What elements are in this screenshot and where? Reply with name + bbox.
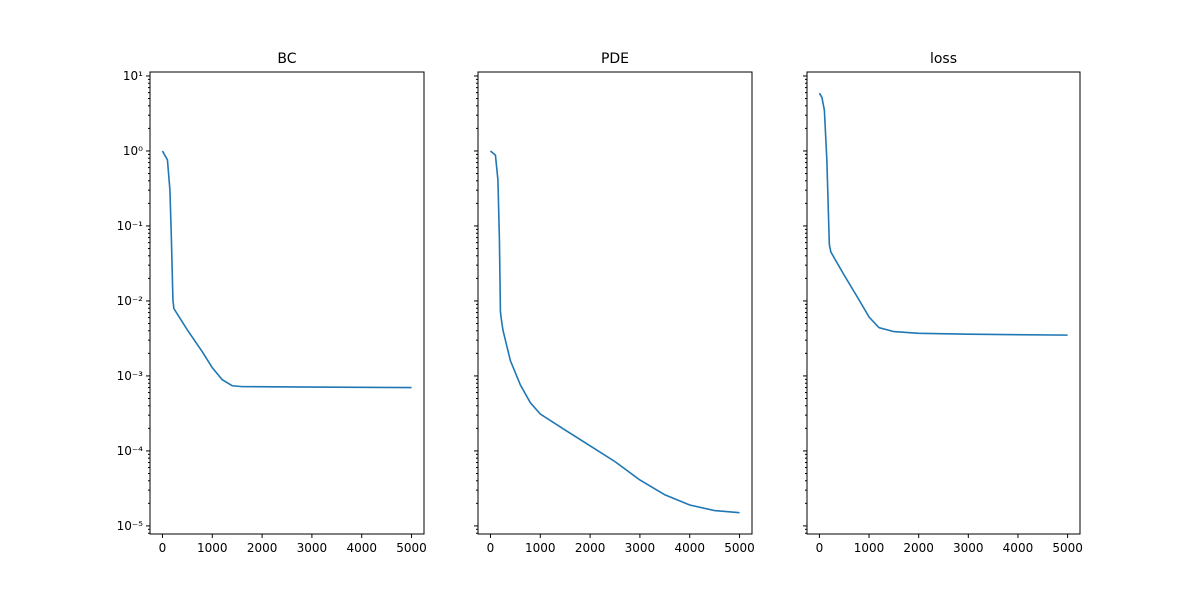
x-tick-label: 5000 <box>396 541 427 555</box>
x-tick-label: 3000 <box>297 541 328 555</box>
x-tick-label: 4000 <box>1003 541 1034 555</box>
y-tick-label: 10⁻⁵ <box>117 519 144 533</box>
x-tick-label: 3000 <box>625 541 656 555</box>
y-tick-label: 10⁻⁴ <box>117 444 144 458</box>
y-tick-label: 10⁻² <box>117 294 144 308</box>
panel-title: BC <box>277 51 296 67</box>
axes-frame <box>477 71 753 535</box>
y-tick-label: 10¹ <box>123 69 143 83</box>
line <box>161 150 412 389</box>
x-tick-label: 0 <box>487 541 495 555</box>
x-tick-label: 2000 <box>247 541 278 555</box>
x-tick-label: 2000 <box>575 541 606 555</box>
panel-title: PDE <box>601 51 629 67</box>
x-tick-label: 4000 <box>674 541 705 555</box>
x-tick-label: 5000 <box>1052 541 1083 555</box>
y-tick-label: 10⁻¹ <box>117 219 144 233</box>
x-tick-label: 3000 <box>953 541 984 555</box>
y-tick-label: 10⁰ <box>123 144 143 158</box>
line <box>818 92 1068 336</box>
x-tick-label: 2000 <box>903 541 934 555</box>
panel-title: loss <box>930 51 957 67</box>
x-tick-label: 1000 <box>197 541 228 555</box>
x-tick-label: 1000 <box>525 541 556 555</box>
y-tick-label: 10⁻³ <box>117 369 144 383</box>
line <box>489 150 740 514</box>
x-tick-label: 0 <box>816 541 824 555</box>
axes-frame <box>806 71 1081 535</box>
axes-frame <box>149 71 425 535</box>
x-tick-label: 5000 <box>724 541 755 555</box>
x-tick-label: 1000 <box>854 541 885 555</box>
x-tick-label: 4000 <box>346 541 377 555</box>
x-tick-label: 0 <box>159 541 167 555</box>
